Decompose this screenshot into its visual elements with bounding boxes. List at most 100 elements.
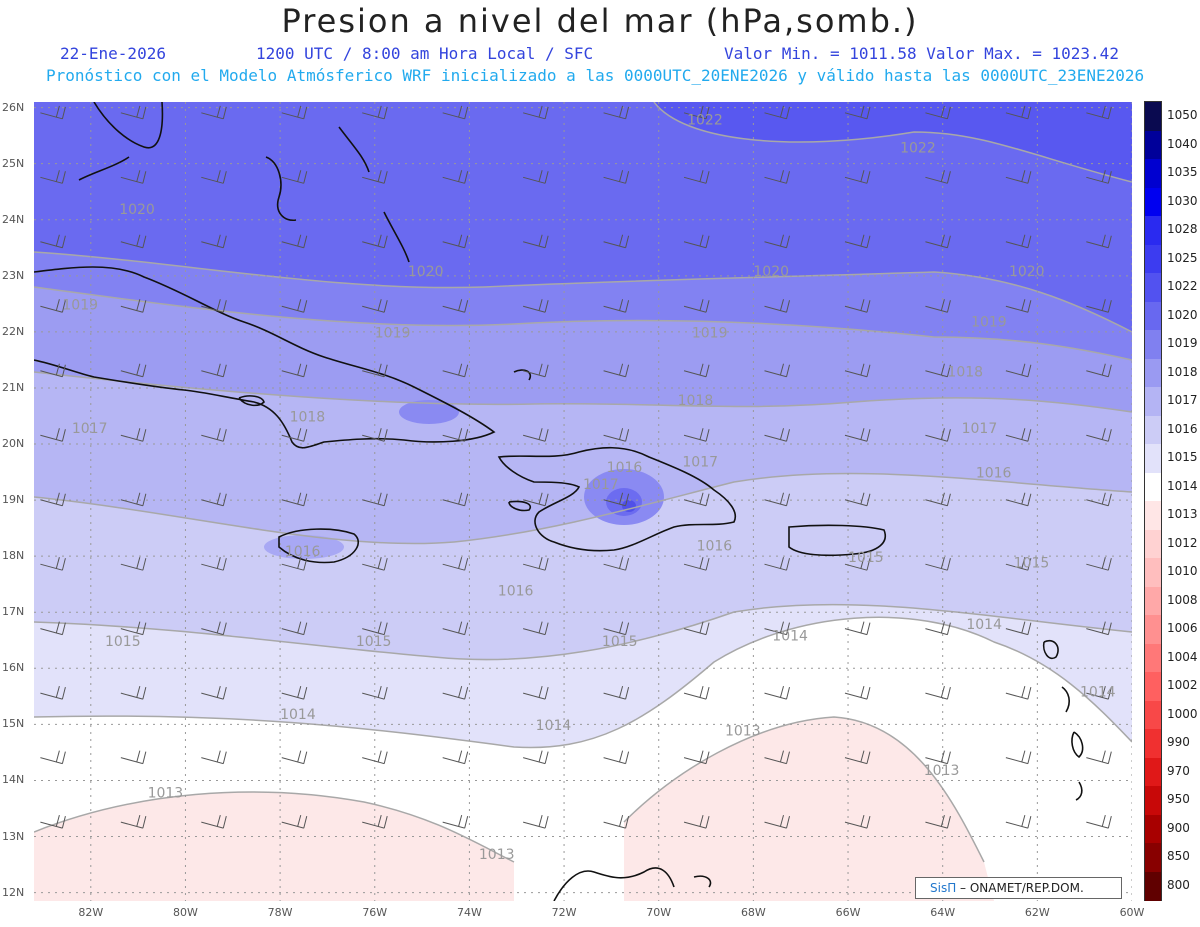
wind-barb (523, 621, 549, 636)
colorbar-label: 800 (1167, 877, 1190, 892)
wind-barb (683, 105, 710, 120)
wind-barb (844, 492, 871, 507)
contour-label: 1020 (119, 202, 155, 218)
lon-label: 62W (1024, 906, 1050, 919)
lat-label: 21N (2, 380, 25, 394)
colorbar-segment (1145, 814, 1161, 844)
wind-barb (844, 363, 871, 378)
pressure-shading (34, 102, 1132, 901)
wind-barb (683, 557, 710, 571)
wind-barb (281, 363, 308, 378)
contour-label: 1013 (148, 785, 184, 801)
wind-barb (1086, 492, 1112, 507)
venezuela-coast (553, 867, 675, 901)
wind-barb (120, 621, 147, 636)
wind-barb (764, 750, 790, 765)
lat-label: 18N (2, 549, 25, 563)
wind-barb (925, 621, 951, 636)
contour-label: 1020 (408, 264, 444, 280)
map-canvas: 1022 1022 1020 1020 1020 1020 1019 1019 1019 1019… (34, 102, 1132, 901)
wind-barb (683, 492, 710, 507)
wind-barb (40, 170, 66, 184)
band-1013-east (624, 717, 994, 901)
colorbar-label: 1000 (1167, 706, 1198, 721)
wind-barb (683, 428, 710, 442)
credit-text: – ONAMET/REP.DOM. (956, 881, 1084, 895)
wind-barb (362, 557, 388, 571)
wind-barb (764, 105, 790, 120)
lon-label: 72W (551, 906, 577, 919)
colorbar-label: 1015 (1167, 450, 1198, 465)
wind-barb (281, 299, 308, 313)
isobars (34, 102, 1132, 863)
lat-label: 22N (2, 324, 25, 338)
wind-barb (523, 686, 549, 700)
contour-label: 1013 (479, 847, 515, 863)
colorbar-label: 1002 (1167, 678, 1198, 693)
wind-barb (523, 557, 549, 571)
colorbar-segment (1145, 330, 1161, 359)
wind-barb (844, 557, 871, 571)
wind-barb (120, 363, 147, 378)
colorbar-label: 950 (1167, 792, 1190, 807)
lat-label: 13N (2, 829, 25, 843)
wind-barb (523, 814, 549, 829)
wind-barb (603, 363, 630, 378)
lon-label: 74W (456, 906, 482, 919)
wind-barb (683, 363, 710, 378)
wind-barb (40, 105, 66, 120)
contour-label: 1022 (687, 112, 723, 128)
wind-barb (40, 363, 66, 378)
wind-barb (1086, 750, 1112, 765)
bahamas-eleuthera (338, 126, 370, 173)
colorbar-label: 1010 (1167, 564, 1198, 579)
colorbar-segment (1145, 615, 1161, 644)
contour-label: 1017 (682, 454, 718, 470)
colorbar-label: 1014 (1167, 478, 1198, 493)
lat-lon-grid (34, 102, 1132, 901)
contour-label: 1018 (678, 393, 714, 409)
wind-barb (603, 170, 630, 184)
colorbar-label: 1008 (1167, 592, 1198, 607)
lon-label: 78W (267, 906, 293, 919)
wind-barb (201, 814, 227, 829)
lat-label: 14N (2, 773, 25, 787)
contour-label: 1020 (1009, 264, 1045, 280)
lon-label: 60W (1119, 906, 1145, 919)
contour-label: 1016 (285, 544, 321, 560)
wind-barb (281, 750, 308, 765)
wind-barb (442, 299, 469, 313)
wind-barb (764, 621, 790, 636)
wind-barb (925, 170, 951, 184)
wind-barb (281, 621, 308, 636)
wind-barb (603, 234, 630, 249)
lon-label: 70W (646, 906, 672, 919)
contour-label: 1016 (697, 539, 733, 555)
wind-barb (683, 814, 710, 829)
colorbar-segment (1145, 187, 1161, 217)
wind-barb (844, 170, 871, 184)
wind-barb (764, 299, 790, 313)
colorbar-segment (1145, 159, 1161, 188)
colorbar-label: 990 (1167, 735, 1190, 750)
turks-caicos (513, 369, 532, 381)
wind-barb (362, 492, 388, 507)
map-title: Presion a nivel del mar (hPa,somb.) (281, 2, 919, 40)
wind-barb (201, 170, 227, 184)
wind-barb (120, 814, 147, 829)
wind-barb (764, 557, 790, 571)
colorbar-label: 1006 (1167, 621, 1198, 636)
contour-label: 1015 (105, 634, 141, 650)
wind-barb (1086, 686, 1112, 700)
wind-barb (442, 234, 469, 249)
colorbar-label: 1040 (1167, 136, 1198, 151)
wind-barb (362, 299, 388, 313)
contour-label: 1015 (356, 634, 392, 650)
wind-barb (281, 492, 308, 507)
contour-label: 1014 (280, 707, 316, 723)
wind-barb (1005, 234, 1032, 249)
wind-barb (40, 299, 66, 313)
colorbar-segment (1145, 444, 1161, 473)
wind-barb (844, 621, 871, 636)
wind-barb (603, 428, 630, 442)
